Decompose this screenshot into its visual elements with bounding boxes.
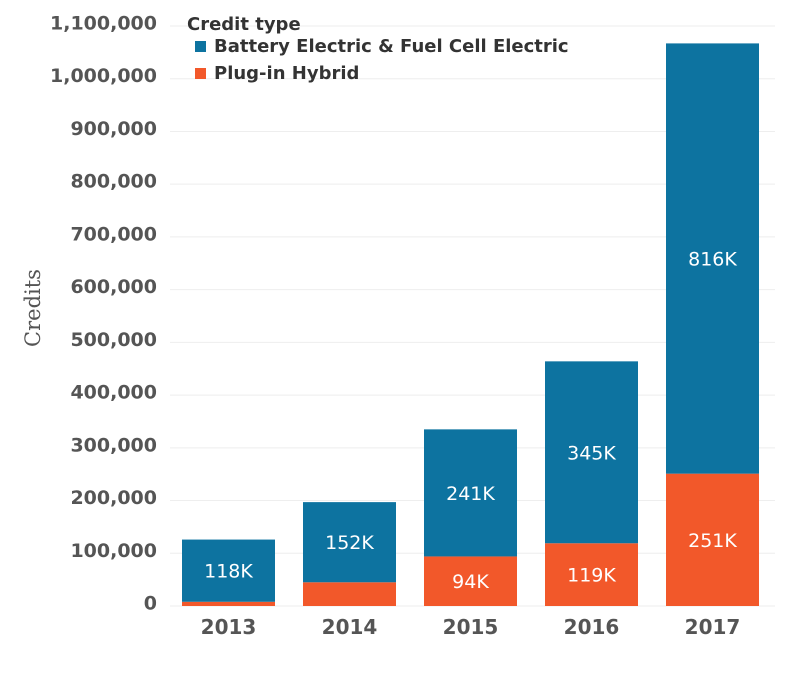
- bar-bev-2014: [303, 502, 396, 583]
- y-tick-label: 0: [144, 593, 157, 615]
- data-label: 94K: [452, 571, 489, 593]
- y-tick-label: 400,000: [70, 382, 157, 404]
- data-label: 119K: [567, 565, 616, 587]
- bar-phev-2013: [182, 601, 275, 606]
- legend-swatch-phev: [195, 68, 206, 79]
- data-label: 816K: [688, 249, 737, 271]
- bars: 118K 152K 94K 241K 119K 345K 251K 816K: [182, 43, 759, 606]
- legend-label: Battery Electric & Fuel Cell Electric: [214, 36, 569, 57]
- y-axis-label: Credits: [21, 269, 45, 347]
- bar-bev-2015: [424, 429, 517, 557]
- x-tick-label: 2015: [443, 615, 499, 639]
- y-tick-label: 900,000: [70, 118, 157, 140]
- y-tick-label: 300,000: [70, 434, 157, 456]
- bar-phev-2015: [424, 556, 517, 606]
- x-tick-label: 2017: [685, 615, 741, 639]
- bar-phev-2014: [303, 582, 396, 606]
- bar-phev-2017: [666, 473, 759, 606]
- y-tick-label: 100,000: [70, 540, 157, 562]
- y-tick-label: 800,000: [70, 171, 157, 193]
- data-label: 241K: [446, 483, 495, 505]
- data-label: 152K: [325, 532, 374, 554]
- x-tick-label: 2013: [201, 615, 257, 639]
- y-axis-ticks: 0 100,000 200,000 300,000 400,000 500,000 600,…: [50, 13, 157, 615]
- y-tick-label: 1,100,000: [50, 13, 157, 35]
- y-tick-label: 200,000: [70, 487, 157, 509]
- legend: Credit type Battery Electric & Fuel Cell…: [187, 14, 569, 84]
- y-tick-label: 500,000: [70, 329, 157, 351]
- x-tick-label: 2014: [322, 615, 378, 639]
- y-tick-label: 1,000,000: [50, 65, 157, 87]
- legend-swatch-bev: [195, 41, 206, 52]
- data-label: 118K: [204, 561, 253, 583]
- data-label: 251K: [688, 530, 737, 552]
- legend-title: Credit type: [187, 14, 301, 35]
- bar-bev-2017: [666, 43, 759, 474]
- bar-bev-2016: [545, 361, 638, 544]
- legend-label: Plug-in Hybrid: [214, 63, 359, 84]
- x-tick-label: 2016: [564, 615, 620, 639]
- y-tick-label: 700,000: [70, 223, 157, 245]
- bar-bev-2013: [182, 539, 275, 602]
- bar-phev-2016: [545, 543, 638, 606]
- data-label: 345K: [567, 442, 616, 464]
- y-tick-label: 600,000: [70, 276, 157, 298]
- x-axis-ticks: 2013 2014 2015 2016 2017: [201, 615, 741, 639]
